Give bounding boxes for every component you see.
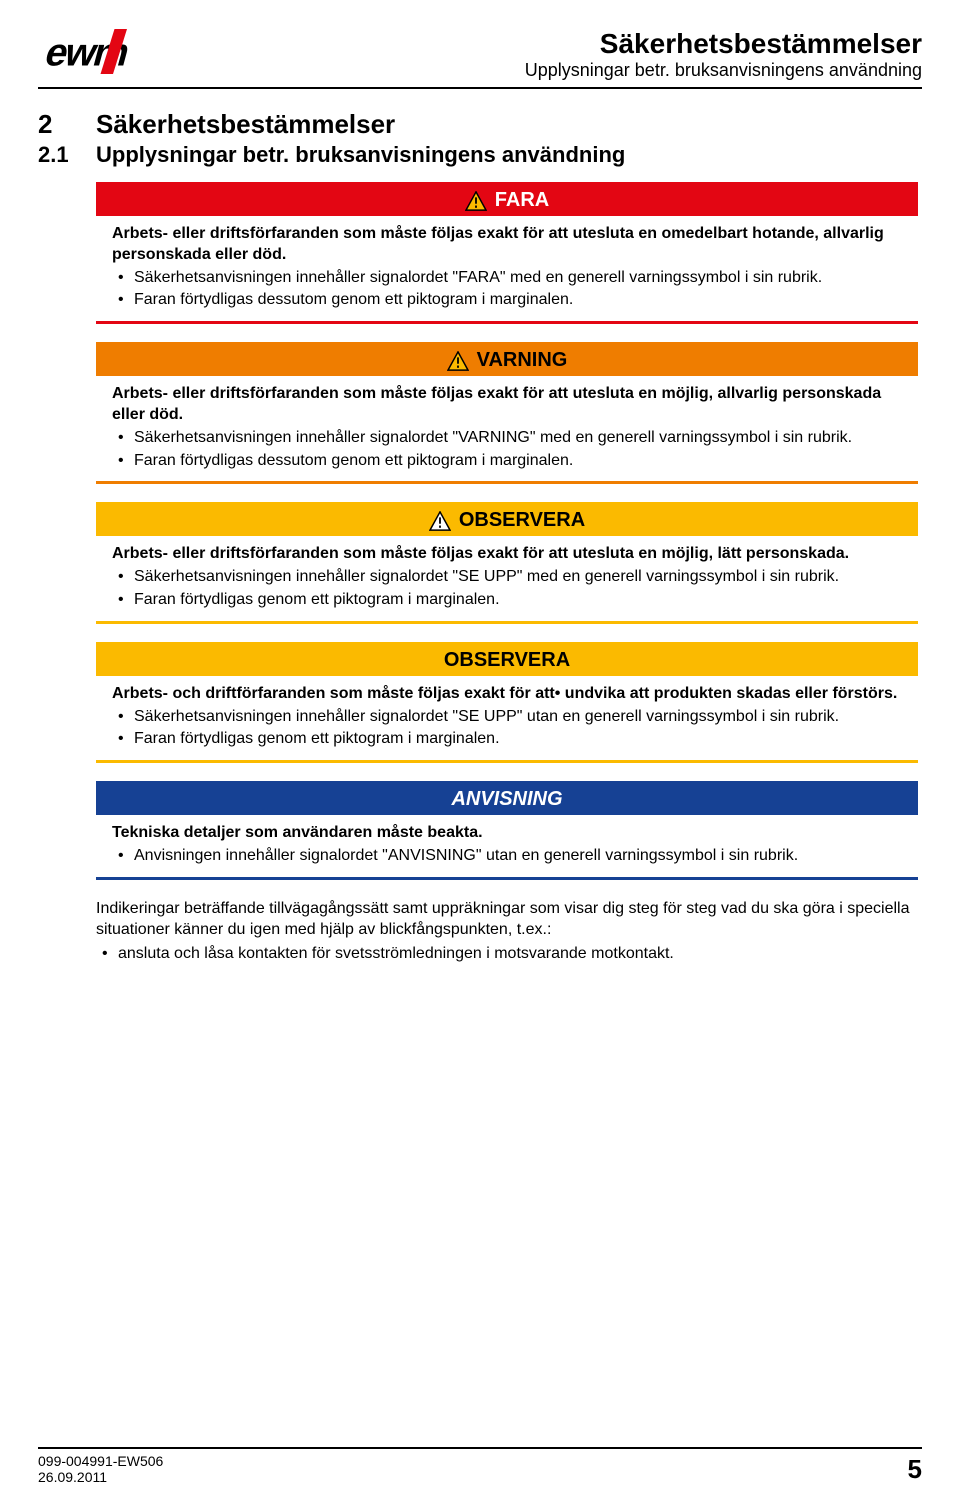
signal-word: OBSERVERA	[459, 509, 585, 532]
safety-lead-text: Arbets- eller driftsförfaranden som måst…	[112, 384, 902, 426]
safety-bullet: Säkerhetsanvisningen innehåller signalor…	[116, 707, 902, 728]
warning-triangle-icon	[429, 511, 451, 531]
safety-lead-text: Arbets- eller driftsförfaranden som måst…	[112, 224, 902, 266]
safety-box-header: FARA	[96, 185, 918, 216]
ewm-logo-icon: ewm	[38, 28, 178, 78]
safety-bullet-list: Anvisningen innehåller signalordet "ANVI…	[112, 846, 902, 867]
safety-box-header: VARNING	[96, 345, 918, 376]
section-heading: 2 Säkerhetsbestämmelser	[38, 109, 922, 140]
safety-bullet-list: Säkerhetsanvisningen innehåller signalor…	[112, 707, 902, 751]
signal-word: OBSERVERA	[444, 649, 570, 672]
safety-box-body: Arbets- och driftförfaranden som måste f…	[96, 676, 918, 760]
header-title: Säkerhetsbestämmelser	[525, 28, 922, 60]
safety-box: VARNING Arbets- eller driftsförfaranden s…	[96, 342, 918, 484]
signal-word: ANVISNING	[451, 788, 562, 811]
warning-triangle-icon	[465, 191, 487, 211]
safety-bullet: Faran förtydligas dessutom genom ett pik…	[116, 451, 902, 472]
safety-bullet-list: Säkerhetsanvisningen innehåller signalor…	[112, 268, 902, 312]
safety-bullet: Säkerhetsanvisningen innehåller signalor…	[116, 567, 902, 588]
safety-lead-text: Arbets- och driftförfaranden som måste f…	[112, 684, 902, 705]
trailing-note: Indikeringar beträffande tillvägagångssä…	[96, 898, 918, 965]
signal-word: FARA	[495, 189, 549, 212]
safety-box-body: Arbets- eller driftsförfaranden som måst…	[96, 536, 918, 620]
content-area: FARA Arbets- eller driftsförfaranden som …	[96, 182, 918, 965]
safety-lead-text: Tekniska detaljer som användaren måste b…	[112, 823, 902, 844]
safety-bullet: Faran förtydligas genom ett piktogram i …	[116, 729, 902, 750]
safety-box: ANVISNING Tekniska detaljer som användare…	[96, 781, 918, 880]
page-number: 5	[908, 1454, 922, 1485]
subsection-number: 2.1	[38, 142, 96, 168]
safety-box: FARA Arbets- eller driftsförfaranden som …	[96, 182, 918, 324]
header-subtitle: Upplysningar betr. bruksanvisningens anv…	[525, 60, 922, 81]
section-number: 2	[38, 109, 96, 140]
safety-bullet: Säkerhetsanvisningen innehåller signalor…	[116, 428, 902, 449]
page-footer: 099-004991-EW506 26.09.2011 5	[38, 1447, 922, 1485]
safety-bullet: Anvisningen innehåller signalordet "ANVI…	[116, 846, 902, 867]
safety-box-body: Arbets- eller driftsförfaranden som måst…	[96, 376, 918, 481]
subsection-title: Upplysningar betr. bruksanvisningens anv…	[96, 142, 625, 168]
doc-id: 099-004991-EW506	[38, 1453, 163, 1469]
trailing-bullet: ansluta och låsa kontakten för svetsströ…	[100, 943, 918, 965]
logo: ewm	[38, 28, 178, 78]
safety-box-body: Tekniska detaljer som användaren måste b…	[96, 815, 918, 877]
signal-word: VARNING	[477, 349, 568, 372]
safety-box-body: Arbets- eller driftsförfaranden som måst…	[96, 216, 918, 321]
safety-bullet: Faran förtydligas dessutom genom ett pik…	[116, 290, 902, 311]
safety-lead-text: Arbets- eller driftsförfaranden som måst…	[112, 544, 902, 565]
trailing-paragraph: Indikeringar beträffande tillvägagångssä…	[96, 898, 918, 941]
safety-box-header: ANVISNING	[96, 784, 918, 815]
section-title: Säkerhetsbestämmelser	[96, 109, 395, 140]
footer-date: 26.09.2011	[38, 1469, 163, 1485]
safety-bullet-list: Säkerhetsanvisningen innehåller signalor…	[112, 428, 902, 472]
page-header: ewm Säkerhetsbestämmelser Upplysningar b…	[38, 28, 922, 89]
safety-box-header: OBSERVERA	[96, 645, 918, 676]
safety-bullet-list: Säkerhetsanvisningen innehåller signalor…	[112, 567, 902, 611]
warning-triangle-icon	[447, 351, 469, 371]
safety-box: OBSERVERA Arbets- eller driftsförfaranden…	[96, 502, 918, 623]
safety-box-header: OBSERVERA	[96, 505, 918, 536]
subsection-heading: 2.1 Upplysningar betr. bruksanvisningens…	[38, 142, 922, 168]
safety-bullet: Säkerhetsanvisningen innehåller signalor…	[116, 268, 902, 289]
trailing-bullet-list: ansluta och låsa kontakten för svetsströ…	[96, 943, 918, 965]
safety-box: OBSERVERA Arbets- och driftförfaranden so…	[96, 642, 918, 763]
safety-bullet: Faran förtydligas genom ett piktogram i …	[116, 590, 902, 611]
